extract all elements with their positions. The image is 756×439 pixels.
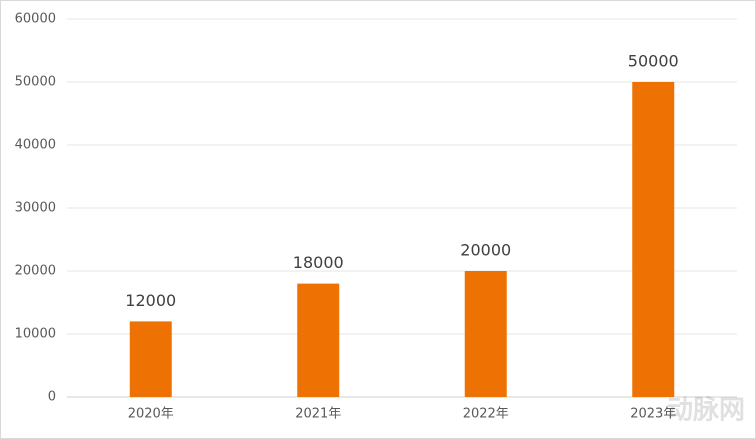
data-label: 20000	[460, 241, 511, 260]
y-tick-label: 0	[48, 390, 56, 405]
bar	[464, 271, 507, 397]
y-tick-label: 60000	[15, 12, 56, 27]
y-tick-label: 10000	[15, 327, 56, 342]
y-tick-label: 20000	[15, 264, 56, 279]
x-tick-label: 2022年	[463, 407, 509, 422]
bar	[297, 283, 340, 397]
x-tick-label: 2021年	[295, 407, 341, 422]
x-tick-label: 2023年	[630, 407, 676, 422]
data-label: 50000	[628, 52, 679, 71]
y-tick-label: 30000	[15, 201, 56, 216]
y-tick-label: 40000	[15, 138, 56, 153]
watermark: 动脉网	[667, 396, 745, 426]
x-tick-label: 2020年	[128, 407, 174, 422]
data-label: 12000	[125, 291, 176, 310]
y-tick-label: 50000	[15, 75, 56, 90]
bar	[632, 82, 675, 397]
bar	[129, 321, 172, 397]
data-label: 18000	[293, 253, 344, 272]
